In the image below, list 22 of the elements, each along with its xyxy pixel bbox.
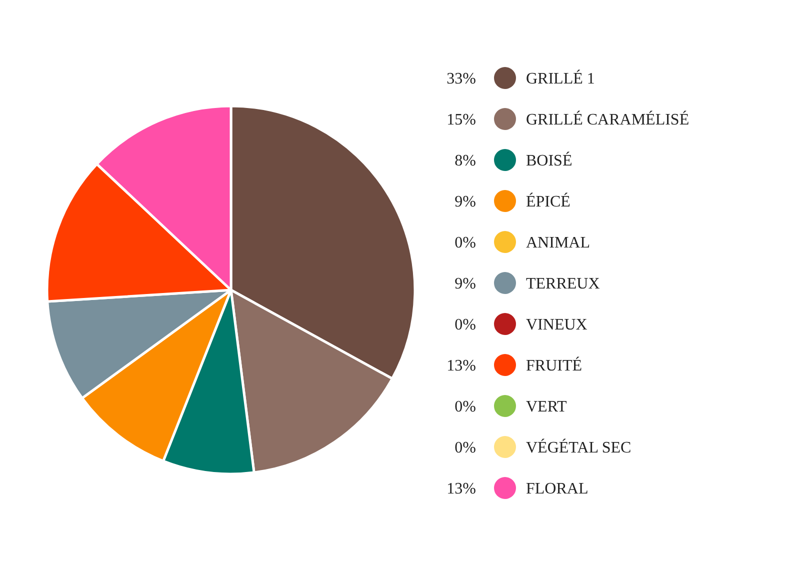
legend-label: VERT	[526, 398, 568, 416]
legend-label: BOISÉ	[526, 152, 572, 170]
legend-label: TERREUX	[526, 276, 600, 293]
legend-label: VÉGÉTAL SEC	[526, 438, 632, 457]
data-label: 9%	[454, 276, 476, 293]
data-label: 13%	[446, 358, 476, 375]
legend-label: FLORAL	[526, 480, 588, 498]
text: 0%	[454, 234, 476, 252]
data-label: 8%	[454, 152, 476, 170]
data-label: 33%	[446, 70, 476, 88]
legend-label: GRILLÉ 1	[526, 70, 595, 88]
text: 0%	[454, 440, 476, 457]
text: 0%	[454, 398, 476, 416]
legend-label: FRUITÉ	[526, 356, 582, 375]
legend-label: VINEUX	[526, 316, 588, 334]
text: 0%	[454, 316, 476, 334]
data-label: 15%	[446, 112, 476, 129]
legend-label: ANIMAL	[526, 234, 590, 252]
data-label: 13%	[446, 480, 476, 498]
legend-label: ÉPICÉ	[526, 192, 570, 211]
data-label: 9%	[454, 194, 476, 211]
legend-label: GRILLÉ CARAMÉLISÉ	[526, 110, 690, 129]
